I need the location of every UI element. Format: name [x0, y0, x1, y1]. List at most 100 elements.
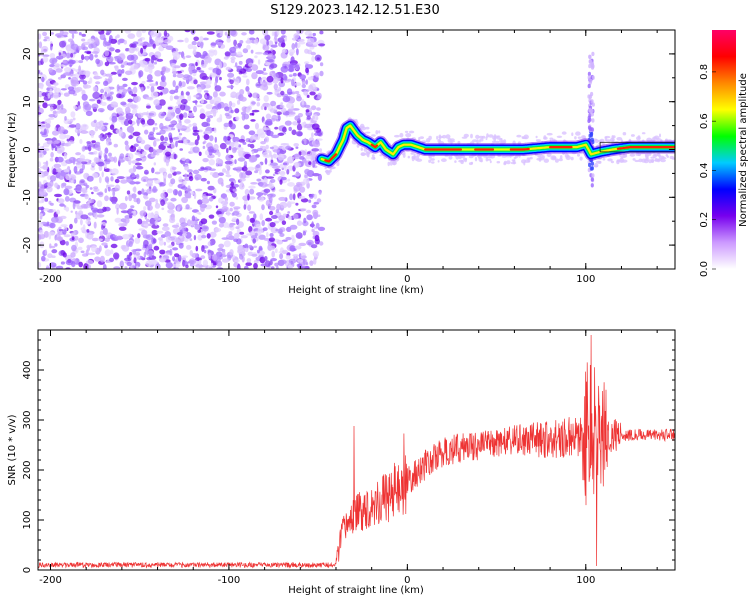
noise-blob	[148, 197, 156, 203]
noise-blob	[210, 172, 214, 176]
noise-blob	[193, 234, 197, 241]
noise-blob	[127, 113, 134, 116]
noise-blob	[85, 55, 89, 62]
noise-blob	[176, 101, 181, 105]
noise-blob	[99, 136, 105, 142]
noise-blob	[212, 91, 218, 98]
y-tick-label: 20	[22, 48, 33, 61]
noise-blob	[66, 52, 71, 59]
noise-blob	[179, 148, 183, 151]
noise-blob	[243, 204, 247, 210]
noise-blob	[165, 45, 174, 50]
noise-blob	[132, 249, 137, 255]
noise-blob	[291, 105, 294, 112]
noise-blob	[111, 168, 119, 176]
noise-blob	[175, 85, 179, 91]
noise-blob	[300, 198, 309, 203]
noise-blob	[160, 199, 166, 207]
noise-blob	[154, 36, 158, 44]
noise-blob	[192, 132, 199, 136]
noise-blob	[279, 170, 286, 177]
noise-blob	[81, 187, 87, 193]
noise-blob	[80, 250, 85, 254]
noise-blob	[248, 30, 255, 35]
noise-blob	[64, 116, 67, 121]
noise-blob	[86, 232, 94, 240]
noise-blob	[75, 123, 81, 130]
noise-blob	[220, 200, 228, 205]
noise-blob	[269, 162, 278, 166]
ridge-speckle	[437, 160, 440, 163]
noise-blob	[188, 123, 192, 128]
noise-blob	[319, 241, 324, 246]
noise-blob	[246, 44, 251, 50]
noise-blob	[137, 233, 141, 239]
noise-blob	[139, 42, 148, 46]
noise-blob	[301, 255, 307, 259]
noise-blob	[160, 92, 163, 96]
noise-blob	[131, 81, 138, 86]
noise-blob	[41, 92, 47, 97]
noise-blob	[239, 89, 245, 95]
noise-blob	[86, 51, 91, 55]
noise-blob	[182, 232, 188, 237]
noise-blob	[65, 259, 74, 266]
noise-blob	[122, 83, 128, 88]
ridge-speckle	[597, 161, 602, 164]
burst-blob	[589, 78, 593, 84]
noise-blob	[184, 30, 191, 33]
ridge-speckle	[476, 139, 479, 145]
noise-blob	[229, 30, 237, 36]
noise-blob	[238, 60, 243, 65]
noise-blob	[160, 192, 166, 199]
ridge-speckle	[480, 138, 484, 142]
ridge-speckle	[430, 158, 435, 161]
noise-blob	[281, 48, 287, 54]
ridge-speckle	[472, 139, 478, 143]
noise-blob	[60, 261, 65, 265]
noise-blob	[258, 168, 262, 176]
noise-blob	[105, 132, 113, 136]
noise-blob	[104, 188, 108, 194]
noise-blob	[247, 143, 252, 147]
noise-blob	[261, 76, 267, 81]
noise-blob	[298, 195, 306, 200]
noise-blob	[70, 76, 79, 85]
noise-blob	[249, 112, 254, 116]
noise-blob	[134, 248, 142, 252]
noise-blob	[104, 93, 111, 97]
ridge-speckle	[616, 137, 623, 141]
noise-blob	[207, 265, 212, 269]
noise-blob	[59, 229, 64, 232]
noise-blob	[207, 58, 212, 64]
noise-blob	[209, 231, 217, 238]
noise-blob	[78, 32, 82, 36]
noise-blob	[218, 223, 224, 228]
noise-blob	[129, 252, 133, 256]
noise-blob	[264, 34, 271, 41]
noise-blob	[311, 132, 314, 138]
noise-blob	[266, 91, 273, 95]
noise-blob	[45, 123, 51, 129]
ridge-speckle	[458, 155, 462, 160]
noise-blob	[199, 113, 206, 120]
noise-blob	[110, 91, 114, 95]
noise-blob	[213, 96, 222, 104]
noise-blob	[311, 228, 315, 233]
noise-blob	[301, 79, 306, 85]
noise-blob	[212, 172, 220, 178]
noise-blob	[298, 41, 306, 45]
noise-blob	[124, 30, 132, 34]
noise-blob	[199, 36, 204, 42]
noise-blob	[211, 253, 218, 261]
noise-blob	[169, 109, 175, 113]
noise-blob	[262, 151, 269, 158]
noise-blob	[135, 265, 139, 269]
noise-blob	[193, 94, 200, 98]
noise-blob	[136, 197, 141, 205]
noise-blob	[223, 56, 229, 60]
ridge-speckle	[506, 160, 511, 165]
noise-blob	[70, 53, 74, 58]
noise-blob	[235, 196, 239, 200]
burst-blob	[590, 108, 594, 114]
